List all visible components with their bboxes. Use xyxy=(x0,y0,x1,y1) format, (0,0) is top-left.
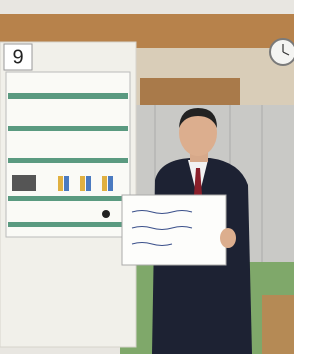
poster-photo xyxy=(12,175,36,191)
photo: 9 xyxy=(0,0,294,354)
poster-figure xyxy=(58,176,63,191)
poster-figure xyxy=(86,176,91,191)
clock xyxy=(270,39,294,65)
poster-band xyxy=(8,222,128,227)
sign xyxy=(122,195,226,265)
hand xyxy=(220,228,236,248)
table xyxy=(262,295,294,354)
poster-figure xyxy=(108,176,113,191)
poster-figure xyxy=(102,176,107,191)
poster-figure xyxy=(64,176,69,191)
poster-figure xyxy=(80,176,85,191)
railing xyxy=(140,78,240,108)
poster-number: 9 xyxy=(12,46,23,68)
poster-band xyxy=(8,158,128,163)
poster-band xyxy=(8,93,128,99)
poster-dot xyxy=(102,210,110,218)
poster-band xyxy=(8,126,128,131)
poster-band xyxy=(8,196,128,201)
